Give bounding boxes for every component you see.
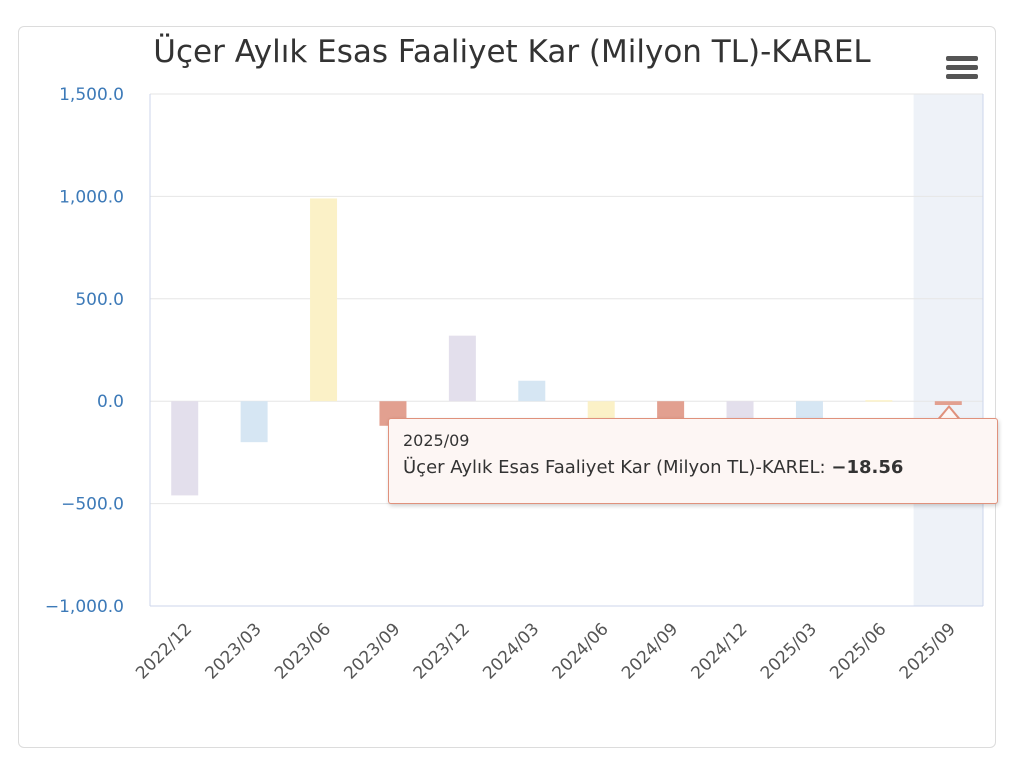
x-tick-label: 2025/03 — [757, 619, 821, 683]
x-tick-label: 2024/06 — [549, 619, 613, 683]
tooltip-series-label: Üçer Aylık Esas Faaliyet Kar (Milyon TL)… — [403, 457, 826, 478]
highlight-band — [913, 94, 983, 606]
x-tick-label: 2025/09 — [896, 619, 960, 683]
chart-card — [18, 26, 996, 748]
x-tick-label: 2023/09 — [340, 619, 404, 683]
hamburger-menu-icon[interactable] — [946, 56, 978, 80]
x-tick-label: 2025/06 — [826, 619, 890, 683]
x-tick-label: 2023/06 — [271, 619, 335, 683]
bar — [310, 198, 338, 402]
x-tick-label: 2024/03 — [479, 619, 543, 683]
y-tick-label: −500.0 — [61, 495, 124, 515]
x-tick-label: 2023/03 — [202, 619, 266, 683]
tooltip-value: −18.56 — [831, 457, 904, 478]
bar — [518, 380, 546, 402]
x-tick-label: 2024/09 — [618, 619, 682, 683]
x-tick-label: 2022/12 — [132, 619, 196, 683]
y-tick-label: −1,000.0 — [45, 597, 124, 617]
y-tick-label: 1,000.0 — [59, 187, 124, 207]
x-tick-label: 2024/12 — [687, 619, 751, 683]
y-tick-label: 1,500.0 — [59, 85, 124, 105]
tooltip-date: 2025/09 — [403, 431, 470, 450]
y-tick-label: 500.0 — [75, 290, 124, 310]
bar — [171, 401, 199, 496]
y-tick-label: 0.0 — [97, 392, 124, 412]
bar — [865, 400, 893, 402]
bar — [448, 335, 476, 402]
x-tick-label: 2023/12 — [410, 619, 474, 683]
tooltip: 2025/09 Üçer Aylık Esas Faaliyet Kar (Mi… — [388, 418, 998, 504]
chart-title: Üçer Aylık Esas Faaliyet Kar (Milyon TL)… — [153, 34, 871, 70]
bar — [934, 401, 962, 406]
bar — [240, 401, 268, 443]
